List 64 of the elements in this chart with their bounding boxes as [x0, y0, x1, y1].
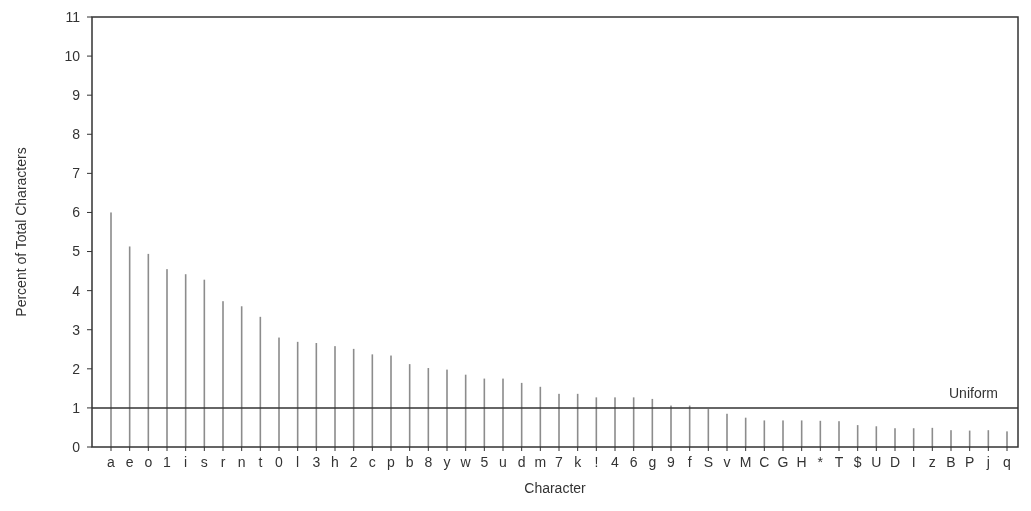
x-tick-label: d — [517, 454, 526, 470]
x-tick-label: t — [258, 454, 263, 470]
x-tick-label: i — [184, 454, 188, 470]
x-tick-label: 0 — [275, 454, 284, 470]
y-tick-label: 1 — [72, 399, 81, 416]
x-tick-label: C — [759, 454, 770, 470]
x-tick-label: P — [964, 454, 975, 470]
x-tick-label: z — [928, 454, 936, 470]
x-tick-label: p — [387, 454, 396, 470]
x-tick-label: I — [911, 454, 916, 470]
y-tick-label: 11 — [65, 8, 81, 25]
x-tick-label: H — [796, 454, 807, 470]
x-tick-label: 6 — [629, 454, 638, 470]
x-tick-label: 8 — [424, 454, 433, 470]
x-tick-label: U — [871, 454, 882, 470]
y-tick-label: 10 — [64, 47, 81, 64]
x-tick-label: q — [1003, 454, 1011, 470]
x-tick-label: s — [200, 454, 208, 470]
x-tick-label: * — [817, 454, 824, 470]
x-tick-label: k — [574, 454, 583, 470]
x-tick-label: m — [534, 454, 547, 470]
x-tick-label: 1 — [163, 454, 172, 470]
x-tick-label: j — [985, 454, 990, 470]
y-tick-label: 0 — [72, 438, 81, 455]
x-tick-label: h — [331, 454, 339, 470]
x-tick-label: 2 — [349, 454, 358, 470]
x-tick-label: w — [459, 454, 472, 470]
x-tick-label: 7 — [555, 454, 564, 470]
x-tick-label: l — [296, 454, 300, 470]
y-axis-title: Percent of Total Characters — [13, 147, 29, 317]
y-tick-label: 6 — [72, 204, 81, 221]
y-tick-label: 4 — [72, 282, 81, 299]
y-tick-label: 5 — [72, 243, 81, 260]
x-tick-label: S — [703, 454, 714, 470]
x-tick-label: c — [368, 454, 376, 470]
x-tick-label: $ — [853, 454, 862, 470]
x-tick-label: v — [723, 454, 731, 470]
y-tick-label: 7 — [72, 165, 81, 182]
x-tick-label: 3 — [312, 454, 321, 470]
x-tick-label: 5 — [480, 454, 489, 470]
x-tick-label: D — [889, 454, 901, 470]
x-axis-title: Character — [524, 480, 587, 496]
x-tick-label: r — [220, 454, 226, 470]
x-tick-label: B — [946, 454, 956, 470]
x-tick-label: M — [739, 454, 752, 470]
y-tick-label: 9 — [72, 87, 81, 104]
y-tick-label: 8 — [72, 126, 81, 143]
x-tick-label: 4 — [611, 454, 620, 470]
x-tick-label: 9 — [667, 454, 676, 470]
x-tick-label: b — [405, 454, 414, 470]
x-tick-label: o — [144, 454, 153, 470]
x-tick-label: y — [443, 454, 451, 470]
x-tick-label: G — [777, 454, 789, 470]
x-tick-label: T — [834, 454, 844, 470]
x-tick-label: g — [648, 454, 657, 470]
x-tick-label: n — [237, 454, 246, 470]
x-tick-label: f — [687, 454, 692, 470]
ref-line-label: Uniform — [948, 384, 998, 401]
x-tick-label: u — [499, 454, 507, 470]
x-tick-label: ! — [594, 454, 599, 470]
y-tick-label: 3 — [72, 321, 81, 338]
y-tick-label: 2 — [72, 360, 81, 377]
x-tick-label: a — [107, 454, 116, 470]
x-tick-label: e — [125, 454, 134, 470]
